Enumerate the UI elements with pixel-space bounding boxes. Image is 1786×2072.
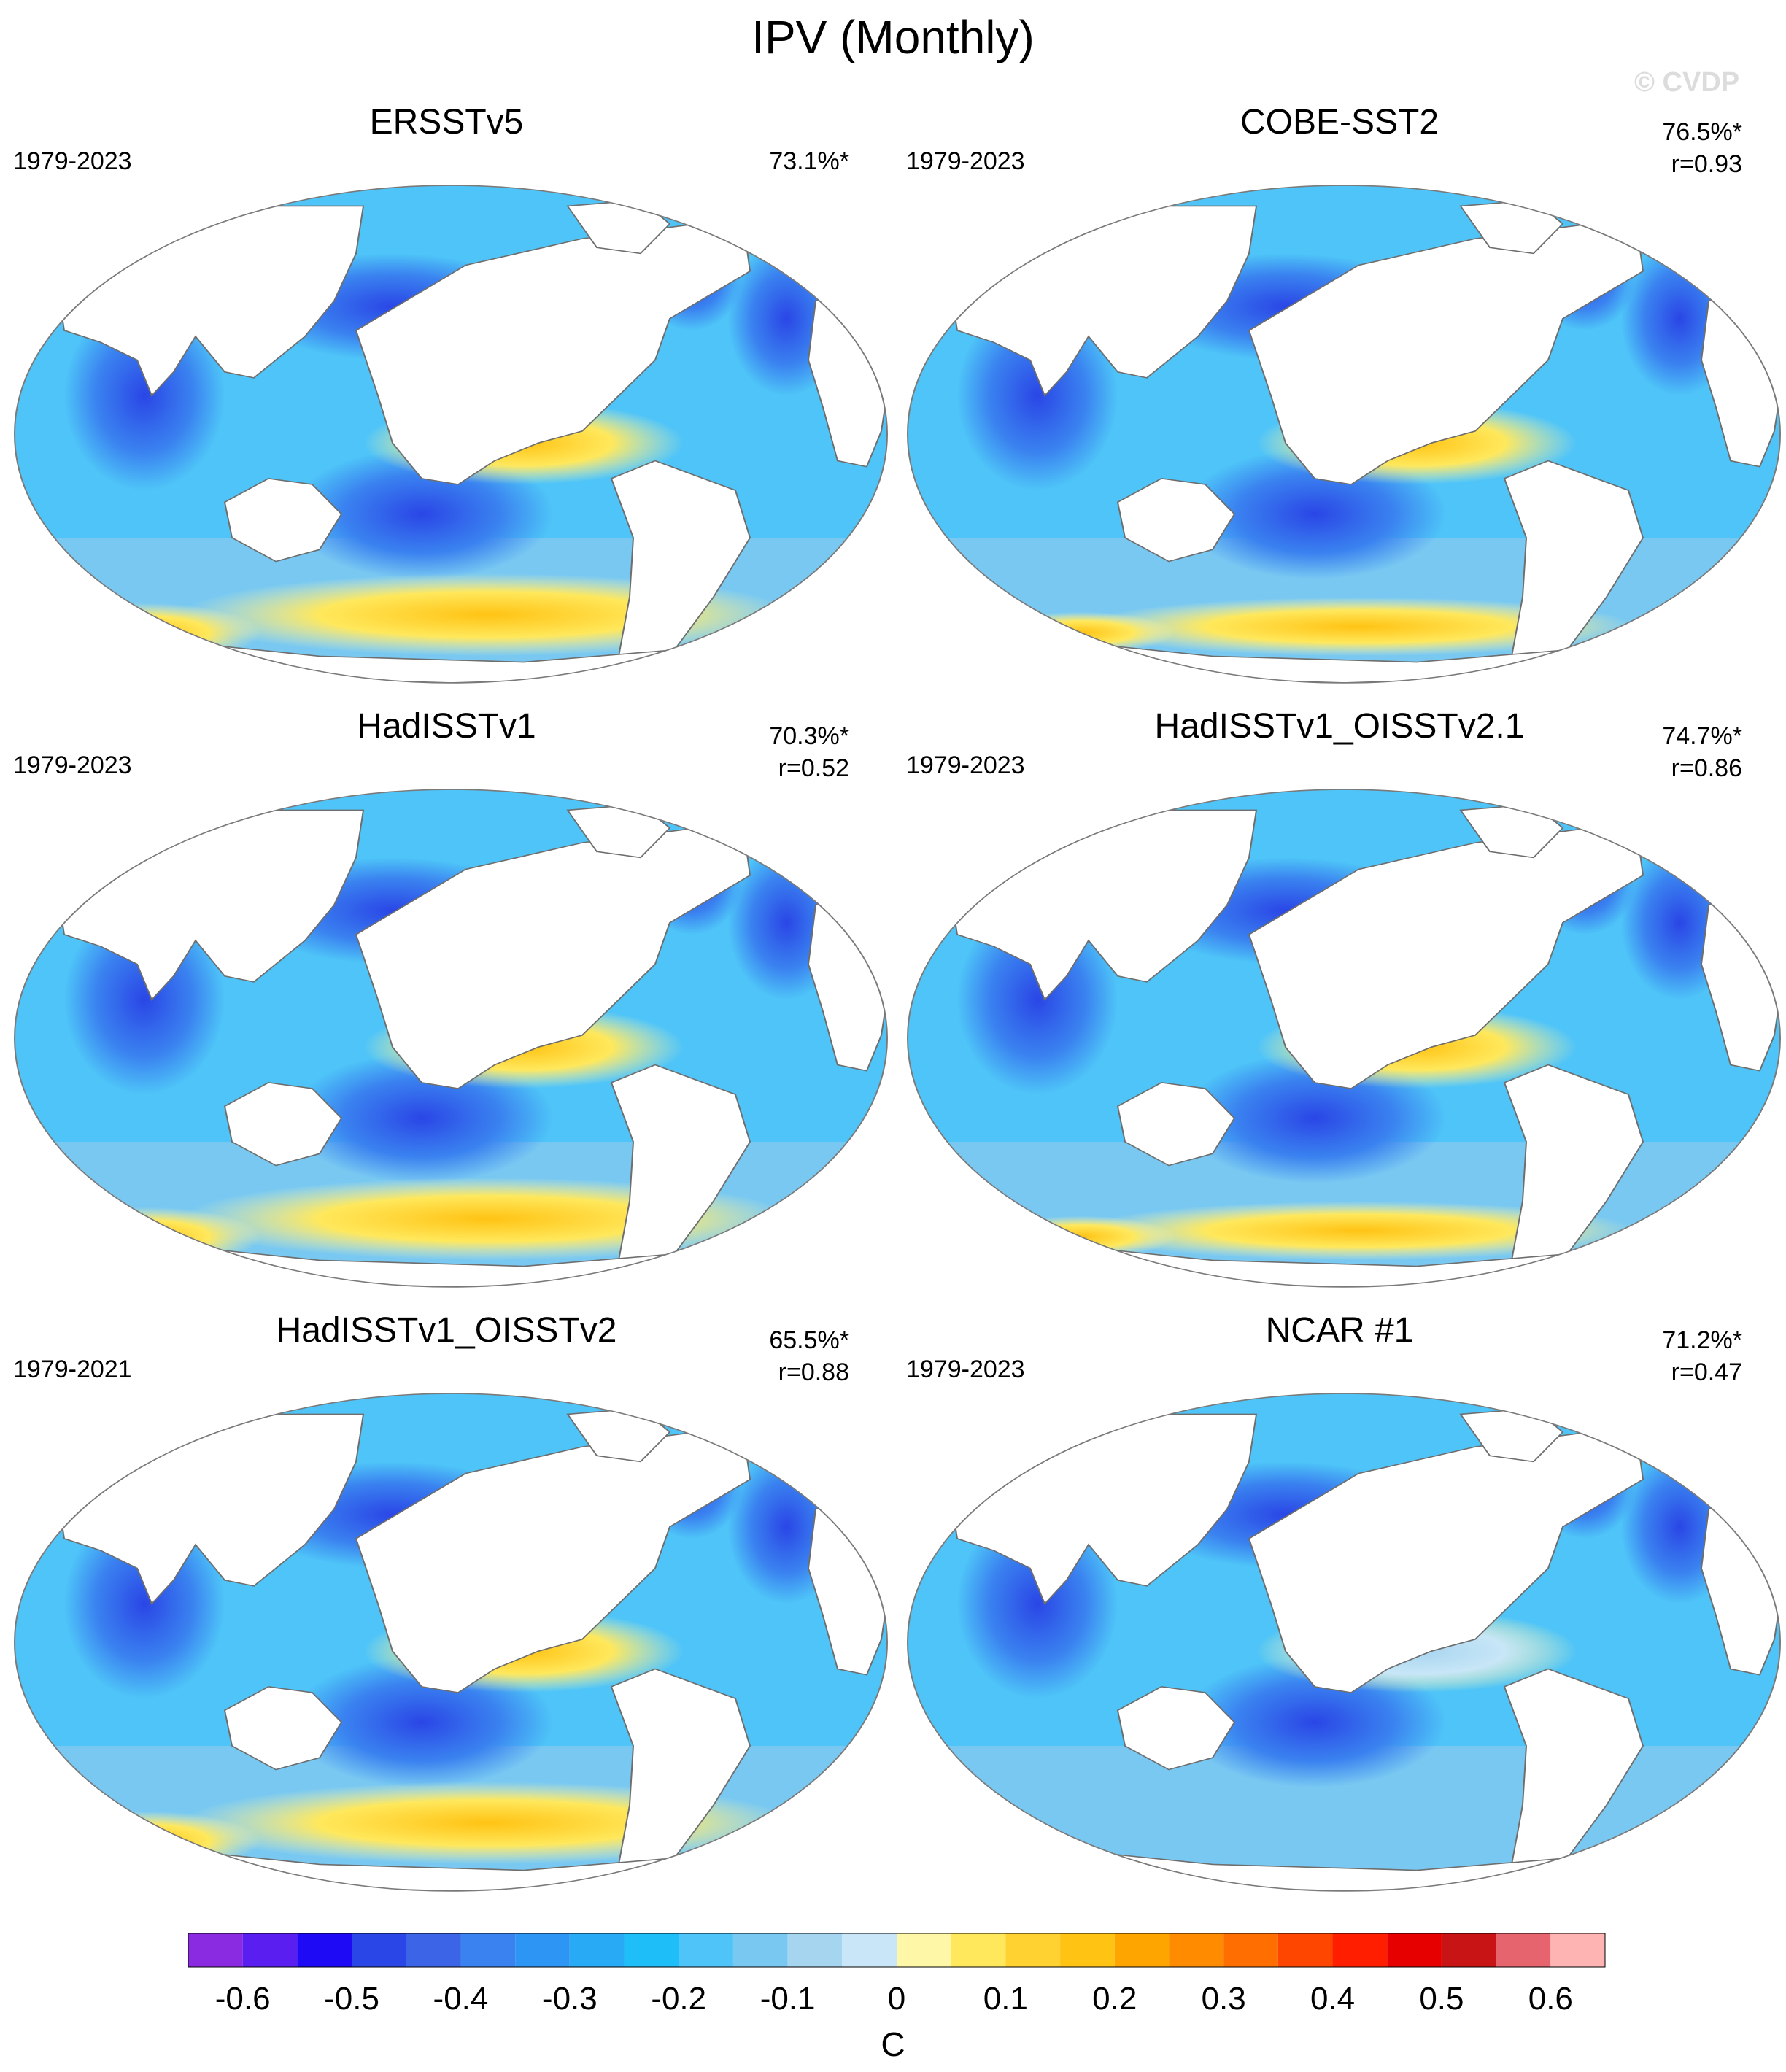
map-panel: HadISSTv1_OISSTv2 1979-2021 65.5%* r=0.88 bbox=[0, 1310, 893, 1914]
colorbar-segment bbox=[1005, 1933, 1061, 1967]
colorbar-segment bbox=[1332, 1933, 1388, 1967]
panel-period: 1979-2023 bbox=[13, 147, 132, 175]
map-border bbox=[14, 185, 888, 684]
colorbar-tick-label: -0.6 bbox=[215, 1981, 271, 2017]
colorbar-tick-label: 0.4 bbox=[1310, 1981, 1355, 2017]
colorbar-segment bbox=[1277, 1933, 1333, 1967]
colorbar-segment bbox=[569, 1933, 625, 1967]
colorbar-segment bbox=[1387, 1933, 1442, 1967]
warm-anomaly bbox=[1081, 597, 1636, 657]
map-panel: COBE-SST2 1979-2023 76.5%* r=0.93 bbox=[893, 102, 1786, 706]
colorbar-segment bbox=[297, 1933, 352, 1967]
colorbar-segment bbox=[624, 1933, 679, 1967]
panel-title: COBE-SST2 bbox=[1240, 103, 1439, 142]
sst-map bbox=[14, 1393, 888, 1892]
colorbar-segment bbox=[352, 1933, 406, 1967]
colorbar-segment bbox=[1169, 1933, 1224, 1967]
colorbar-tick-label: 0.1 bbox=[983, 1981, 1028, 2017]
land-australia bbox=[223, 1686, 343, 1771]
panel-explained-variance: 71.2%* bbox=[1662, 1326, 1742, 1354]
panel-pattern-correlation: r=0.47 bbox=[1671, 1358, 1742, 1386]
map-panel: NCAR #1 1979-2023 71.2%* r=0.47 bbox=[893, 1310, 1786, 1914]
map-border bbox=[907, 1393, 1781, 1892]
sst-map bbox=[14, 185, 888, 684]
colorbar-tick-label: -0.1 bbox=[760, 1981, 816, 2017]
panel-title: HadISSTv1_OISSTv2 bbox=[276, 1311, 617, 1350]
colorbar-segment bbox=[951, 1933, 1006, 1967]
map-border bbox=[907, 185, 1781, 684]
panel-explained-variance: 65.5%* bbox=[769, 1326, 849, 1354]
colorbar-unit: C bbox=[881, 2025, 905, 2063]
figure-title: IPV (Monthly) bbox=[751, 11, 1035, 63]
colorbar-frame bbox=[188, 1933, 1606, 1968]
colorbar-segment bbox=[732, 1933, 788, 1967]
panel-period: 1979-2021 bbox=[13, 1356, 132, 1383]
panel-period: 1979-2023 bbox=[906, 1356, 1025, 1383]
colorbar-tick-label: -0.4 bbox=[433, 1981, 489, 2017]
colorbar-segment bbox=[1550, 1933, 1605, 1967]
panel-title: ERSSTv5 bbox=[369, 103, 524, 142]
sst-map bbox=[907, 1393, 1781, 1892]
colorbar-tick-label: -0.2 bbox=[651, 1981, 706, 2017]
colorbar-segment bbox=[242, 1933, 298, 1967]
colorbar-tick-label: 0.3 bbox=[1202, 1981, 1246, 2017]
map-border bbox=[14, 789, 888, 1288]
colorbar-segment bbox=[842, 1933, 897, 1967]
colorbar-segment bbox=[1114, 1933, 1170, 1967]
land-australia bbox=[1116, 478, 1236, 563]
colorbar-segment bbox=[406, 1933, 461, 1967]
map-panel: ERSSTv5 1979-2023 73.1%* bbox=[0, 102, 893, 706]
panel-explained-variance: 70.3%* bbox=[769, 722, 849, 750]
land-australia bbox=[223, 1082, 343, 1167]
colorbar: -0.6 -0.5 -0.4 -0.3 -0.2 -0.1 0 0.1 0.2 0.3 0.4 0.5… bbox=[188, 1933, 1606, 2017]
colorbar-tick-label: 0.6 bbox=[1528, 1981, 1573, 2017]
warm-anomaly bbox=[1081, 1201, 1636, 1261]
land-australia bbox=[223, 478, 343, 563]
sst-map bbox=[907, 789, 1781, 1288]
panel-pattern-correlation: r=0.52 bbox=[778, 754, 849, 782]
sst-map bbox=[14, 789, 888, 1288]
sst-map bbox=[907, 185, 1781, 684]
land-australia bbox=[1116, 1686, 1236, 1771]
colorbar-segment bbox=[515, 1933, 570, 1967]
colorbar-segment bbox=[1060, 1933, 1115, 1967]
panel-period: 1979-2023 bbox=[13, 751, 132, 779]
colorbar-segment bbox=[897, 1933, 951, 1967]
panel-pattern-correlation: r=0.86 bbox=[1671, 754, 1742, 782]
colorbar-segment bbox=[787, 1933, 843, 1967]
map-border bbox=[14, 1393, 888, 1892]
map-border bbox=[907, 789, 1781, 1288]
colorbar-segment bbox=[1496, 1933, 1551, 1967]
panel-title: HadISSTv1_OISSTv2.1 bbox=[1154, 707, 1525, 746]
panel-title: NCAR #1 bbox=[1265, 1311, 1414, 1350]
colorbar-segment bbox=[1223, 1933, 1278, 1967]
panel-period: 1979-2023 bbox=[906, 147, 1025, 175]
map-panel: HadISSTv1_OISSTv2.1 1979-2023 74.7%* r=0.86 bbox=[893, 706, 1786, 1310]
colorbar-segment bbox=[188, 1933, 243, 1967]
panel-pattern-correlation: r=0.88 bbox=[778, 1358, 849, 1386]
colorbar-tick-label: 0.5 bbox=[1419, 1981, 1464, 2017]
panel-period: 1979-2023 bbox=[906, 751, 1025, 779]
panel-explained-variance: 74.7%* bbox=[1662, 722, 1742, 750]
colorbar-tick-label: -0.5 bbox=[324, 1981, 379, 2017]
colorbar-segment bbox=[460, 1933, 516, 1967]
panel-pattern-correlation: r=0.93 bbox=[1671, 150, 1742, 178]
panel-explained-variance: 76.5%* bbox=[1662, 118, 1742, 146]
land-australia bbox=[1116, 1082, 1236, 1167]
panel-title: HadISSTv1 bbox=[357, 707, 536, 746]
watermark-text: © CVDP bbox=[1634, 67, 1740, 98]
colorbar-segment bbox=[1441, 1933, 1496, 1967]
colorbar-segment bbox=[679, 1933, 733, 1967]
map-panel: HadISSTv1 1979-2023 70.3%* r=0.52 bbox=[0, 706, 893, 1310]
colorbar-tick-label: 0 bbox=[888, 1981, 905, 2017]
colorbar-tick-label: 0.2 bbox=[1092, 1981, 1137, 2017]
colorbar-tick-label: -0.3 bbox=[542, 1981, 598, 2017]
panel-explained-variance: 73.1%* bbox=[769, 147, 849, 175]
